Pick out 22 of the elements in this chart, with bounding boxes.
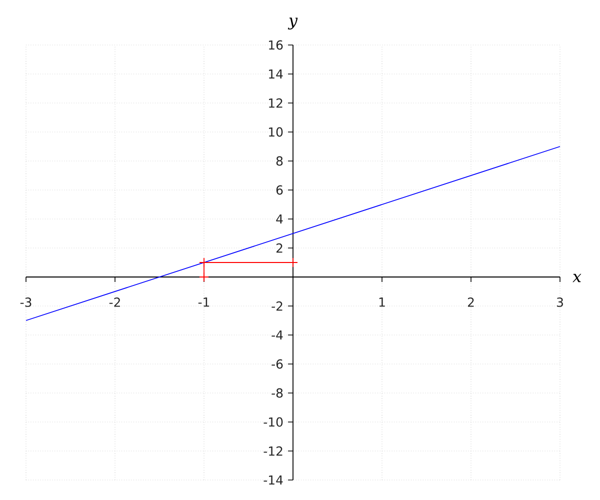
y-tick-label: 16 <box>269 40 283 50</box>
x-tick-label: 2 <box>468 298 474 307</box>
y-tick-label: -12 <box>264 446 282 456</box>
y-tick-label: -6 <box>272 359 283 369</box>
y-tick-label: 8 <box>276 156 283 166</box>
y-tick-label: 12 <box>269 98 282 108</box>
y-tick-label: 4 <box>276 214 283 224</box>
y-tick-label: -8 <box>272 388 283 398</box>
y-tick-label: 6 <box>276 185 283 195</box>
x-axis-title: x <box>572 274 582 282</box>
x-tick-label: -3 <box>20 298 32 307</box>
x-tick-label: 1 <box>379 298 385 307</box>
y-tick-label: 2 <box>276 243 282 253</box>
y-tick-label: 14 <box>269 69 283 79</box>
y-axis-title: y <box>288 18 298 30</box>
y-tick-label: -14 <box>264 475 283 485</box>
x-tick-label: -1 <box>198 298 210 307</box>
x-tick-label: -2 <box>109 298 120 307</box>
x-tick-label: 3 <box>556 298 563 307</box>
y-tick-label: 10 <box>269 127 283 137</box>
y-tick-label: -4 <box>272 330 283 340</box>
y-tick-label: -10 <box>264 417 283 427</box>
